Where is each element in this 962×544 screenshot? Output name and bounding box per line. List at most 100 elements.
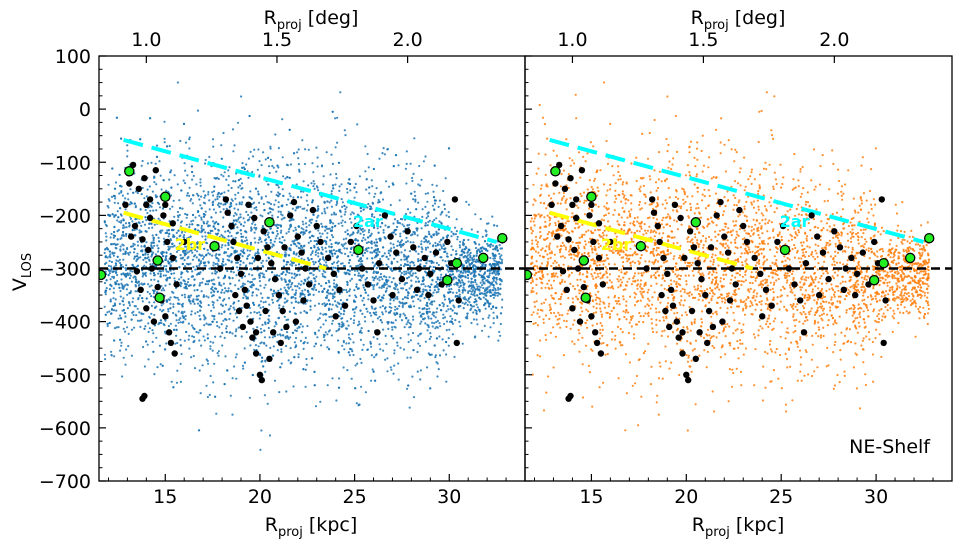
cloud-dot [268, 278, 271, 281]
cloud-dot [126, 155, 129, 158]
cloud-dot [205, 253, 208, 256]
cloud-dot [127, 345, 130, 348]
cloud-dot [276, 184, 279, 187]
cloud-dot [135, 259, 138, 263]
cloud-dot [396, 344, 399, 347]
cloud-dot [203, 196, 206, 199]
cloud-dot [361, 230, 364, 233]
cloud-dot [483, 271, 487, 274]
cloud-dot [108, 288, 111, 291]
cloud-dot [498, 261, 501, 264]
cloud-dot [394, 319, 397, 322]
cloud-dot [239, 260, 242, 263]
cloud-dot [167, 229, 170, 232]
cloud-dot [243, 361, 246, 364]
cloud-dot [227, 184, 230, 187]
cloud-dot [138, 229, 141, 232]
cloud-dot [116, 219, 119, 222]
cloud-dot [194, 312, 197, 315]
cloud-dot [186, 257, 189, 260]
cloud-dot [361, 274, 364, 277]
cloud-dot [113, 304, 116, 307]
cloud-dot [278, 307, 281, 310]
cloud-dot [211, 320, 214, 323]
cloud-dot [302, 347, 305, 350]
cloud-dot [421, 208, 424, 211]
cloud-dot [329, 251, 332, 254]
cloud-dot [426, 192, 430, 195]
cloud-dot [375, 267, 378, 270]
cloud-dot [202, 215, 206, 218]
cloud-dot [210, 309, 213, 312]
cloud-dot [348, 217, 352, 220]
cloud-dot [382, 328, 385, 331]
cloud-dot [347, 351, 350, 354]
cloud-dot [105, 239, 108, 242]
cloud-dot [459, 254, 462, 257]
cloud-dot [168, 178, 171, 181]
cloud-dot [279, 210, 282, 213]
cloud-dot [149, 263, 152, 266]
cloud-dot [335, 200, 339, 203]
cloud-dot [150, 161, 153, 164]
cloud-dot [262, 265, 265, 268]
cloud-dot [301, 331, 304, 334]
cloud-dot [370, 305, 373, 308]
cloud-dot [296, 196, 300, 199]
cloud-dot [447, 147, 451, 150]
cloud-dot [153, 244, 156, 247]
cloud-dot [468, 289, 472, 292]
cloud-dot [424, 288, 427, 292]
cloud-dot [216, 264, 220, 267]
cloud-dot [321, 272, 324, 276]
cloud-dot [490, 282, 493, 285]
cloud-dot [225, 178, 228, 181]
cloud-dot [143, 365, 146, 368]
cloud-dot [137, 296, 140, 300]
cloud-dot [128, 272, 131, 275]
cloud-dot [336, 141, 339, 144]
cloud-dot [194, 228, 197, 231]
cloud-dot [103, 353, 106, 356]
cloud-dot [302, 223, 305, 226]
cloud-dot [325, 227, 328, 230]
cloud-dot [296, 151, 299, 154]
cloud-dot [445, 353, 448, 356]
cloud-dot [472, 281, 475, 284]
cloud-dot [185, 269, 188, 273]
cloud-dot [356, 123, 359, 126]
cloud-dot [362, 208, 365, 211]
cloud-dot [313, 345, 316, 348]
cloud-dot [217, 223, 220, 226]
cloud-dot [268, 303, 271, 306]
cloud-dot [132, 297, 135, 300]
cloud-dot [467, 297, 470, 300]
cloud-dot [214, 177, 217, 180]
cloud-dot [240, 235, 243, 238]
cloud-dot [385, 287, 388, 290]
cloud-dot [394, 233, 397, 236]
cloud-dot [482, 275, 485, 279]
cloud-dot [379, 225, 382, 228]
cloud-dot [299, 311, 302, 314]
cloud-dot [341, 219, 344, 222]
cloud-dot [371, 251, 374, 254]
cloud-dot [407, 255, 410, 258]
cloud-dot [173, 272, 176, 275]
cloud-dot [385, 280, 388, 283]
cloud-dot [152, 350, 155, 353]
cloud-dot [452, 276, 455, 279]
cloud-dot [241, 166, 244, 169]
cloud-dot [264, 239, 267, 242]
cloud-dot [278, 274, 281, 277]
cloud-dot [411, 331, 415, 335]
cloud-dot [384, 224, 387, 227]
cloud-dot [245, 163, 248, 166]
cloud-dot [253, 260, 256, 263]
cloud-dot [387, 327, 390, 330]
cloud-dot [308, 220, 311, 223]
cloud-dot [324, 319, 327, 322]
cloud-dot [173, 296, 176, 299]
cloud-dot [294, 336, 298, 340]
cloud-dot [476, 306, 479, 309]
